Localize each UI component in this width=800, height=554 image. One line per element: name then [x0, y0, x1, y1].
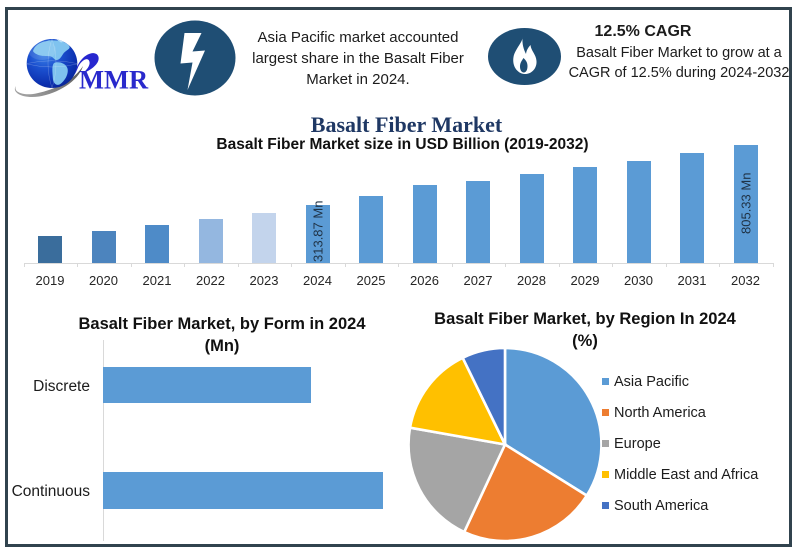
- svg-text:MMR: MMR: [79, 65, 149, 95]
